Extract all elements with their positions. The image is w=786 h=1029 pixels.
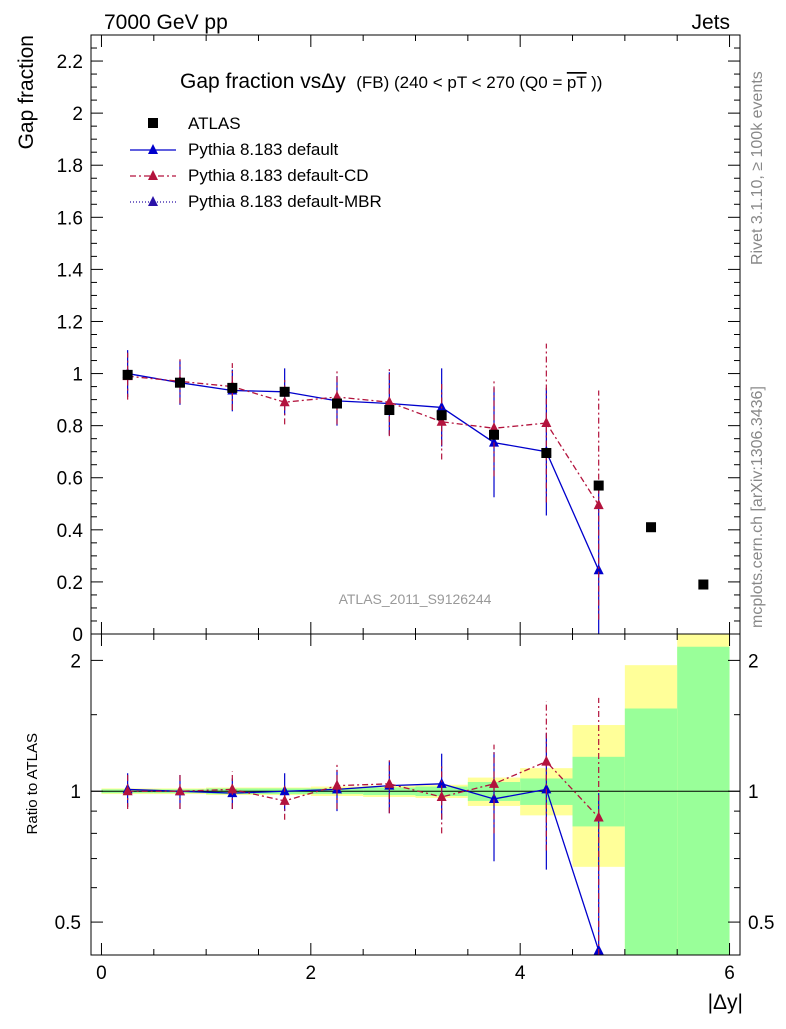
ratio-1-point-0 xyxy=(122,785,133,796)
ratio-0-point-6 xyxy=(436,777,447,788)
ratio-1-point-4 xyxy=(331,779,342,790)
atlas-point-1 xyxy=(174,377,185,388)
main-plot xyxy=(122,343,709,634)
legend-atlas-label: ATLAS xyxy=(188,114,241,133)
legend-mbr-label: Pythia 8.183 default-MBR xyxy=(188,192,382,211)
legend-default-label: Pythia 8.183 default xyxy=(188,140,339,159)
atlas-point-2 xyxy=(227,382,238,393)
xtick-label: 2 xyxy=(306,963,317,984)
x-label: |Δy| xyxy=(708,991,743,1014)
ratio-bands xyxy=(101,634,730,955)
chart-title: Gap fraction vsΔy (FB) (240 < pT < 270 (… xyxy=(180,70,602,93)
atlas-point-3 xyxy=(279,386,290,397)
atlas-point-0 xyxy=(122,369,133,380)
xtick-label: 6 xyxy=(724,963,735,984)
legend: ATLAS Pythia 8.183 default Pythia 8.183 … xyxy=(130,114,382,211)
ratio-ytick-label-right: 0.5 xyxy=(748,913,774,934)
legend-default: Pythia 8.183 default xyxy=(130,140,339,159)
rivet-note: Rivet 3.1.10, ≥ 100k events xyxy=(749,71,766,265)
ratio-line-1 xyxy=(127,760,600,818)
atlas-point-4 xyxy=(331,398,342,409)
main-ytick-label: 1 xyxy=(72,365,83,386)
ratio-band-green-11 xyxy=(677,646,730,955)
ratio-1-point-5 xyxy=(384,777,395,788)
series-1-point-7 xyxy=(489,422,500,433)
xtick-label: 0 xyxy=(96,963,107,984)
axes: 0 0.2 0.4 0.6 0.8 1 1.2 1.4 1.6 1.8 2 2.2 0.5 0.5 1 1 2 2… xyxy=(55,34,774,984)
main-ytick-label: 1.6 xyxy=(57,208,83,229)
legend-cd-label: Pythia 8.183 default-CD xyxy=(188,166,369,185)
ratio-plot xyxy=(91,697,740,955)
title-bar: pT xyxy=(567,73,587,92)
main-ytick-label: 2.2 xyxy=(57,52,83,73)
main-ytick-label: 0.4 xyxy=(57,521,84,542)
title-end: )) xyxy=(591,73,602,92)
atlas-point-6 xyxy=(436,410,447,421)
mcplots-note: mcplots.cern.ch [arXiv:1306.3436] xyxy=(749,386,766,628)
header-right: Jets xyxy=(691,11,730,34)
legend-cd-marker xyxy=(148,170,158,180)
series-1-point-4 xyxy=(331,391,342,402)
series-1-point-5 xyxy=(384,396,395,407)
main-ytick-label: 2 xyxy=(72,104,83,125)
title-main: Gap fraction vsΔy xyxy=(180,70,346,93)
series-1-point-6 xyxy=(436,415,447,426)
xtick-label: 4 xyxy=(515,963,526,984)
y-label-ratio: Ratio to ATLAS xyxy=(24,733,41,834)
legend-atlas: ATLAS xyxy=(148,114,241,133)
ratio-1-point-3 xyxy=(279,794,290,805)
ratio-1-point-2 xyxy=(227,783,238,794)
ratio-0-point-8 xyxy=(541,783,552,794)
atlas-point-5 xyxy=(384,405,395,416)
ratio-ytick-label: 1 xyxy=(70,782,81,803)
main-ytick-label: 0 xyxy=(72,625,83,646)
series-line-0 xyxy=(127,372,600,571)
main-ytick-label: 0.6 xyxy=(57,469,83,490)
series-1-point-8 xyxy=(541,417,552,428)
main-ytick-label: 0.2 xyxy=(57,573,83,594)
atlas-point-11 xyxy=(698,579,709,590)
legend-cd: Pythia 8.183 default-CD xyxy=(130,166,369,185)
series-1-point-3 xyxy=(279,396,290,407)
ratio-band-green-10 xyxy=(624,708,678,955)
legend-default-marker xyxy=(148,144,158,154)
watermark: ATLAS_2011_S9126244 xyxy=(339,591,492,607)
ratio-0-point-7 xyxy=(489,792,500,803)
ratio-1-point-1 xyxy=(174,785,185,796)
atlas-point-10 xyxy=(646,522,657,533)
main-ytick-label: 1.2 xyxy=(57,312,83,333)
series-0-point-6 xyxy=(436,401,447,412)
ratio-1-point-6 xyxy=(436,790,447,801)
title-sub: (FB) (240 < pT < 270 (Q0 = xyxy=(356,73,562,92)
ratio-ytick-label-right: 1 xyxy=(748,782,759,803)
legend-mbr: Pythia 8.183 default-MBR xyxy=(130,192,382,211)
atlas-point-9 xyxy=(593,480,604,491)
legend-mbr-marker xyxy=(148,196,158,206)
y-label-main: Gap fraction xyxy=(15,35,38,149)
ratio-1-point-7 xyxy=(489,777,500,788)
atlas-point-8 xyxy=(541,447,552,458)
series-line-1 xyxy=(127,375,600,506)
atlas-point-7 xyxy=(489,429,500,440)
ratio-ytick-label: 0.5 xyxy=(55,913,81,934)
ratio-ytick-label: 2 xyxy=(70,651,81,672)
main-ytick-label: 1.8 xyxy=(57,156,83,177)
ratio-line-0 xyxy=(127,783,600,951)
ratio-ytick-label-right: 2 xyxy=(748,651,759,672)
series-0-point-7 xyxy=(489,436,500,447)
ratio-1-point-8 xyxy=(541,755,552,766)
main-ytick-label: 1.4 xyxy=(57,260,84,281)
header-left: 7000 GeV pp xyxy=(104,11,228,34)
main-ytick-label: 0.8 xyxy=(57,417,83,438)
series-1-point-9 xyxy=(593,499,604,510)
series-0-point-9 xyxy=(593,564,604,575)
ratio-1-point-9 xyxy=(593,811,604,822)
legend-atlas-marker xyxy=(148,118,158,128)
